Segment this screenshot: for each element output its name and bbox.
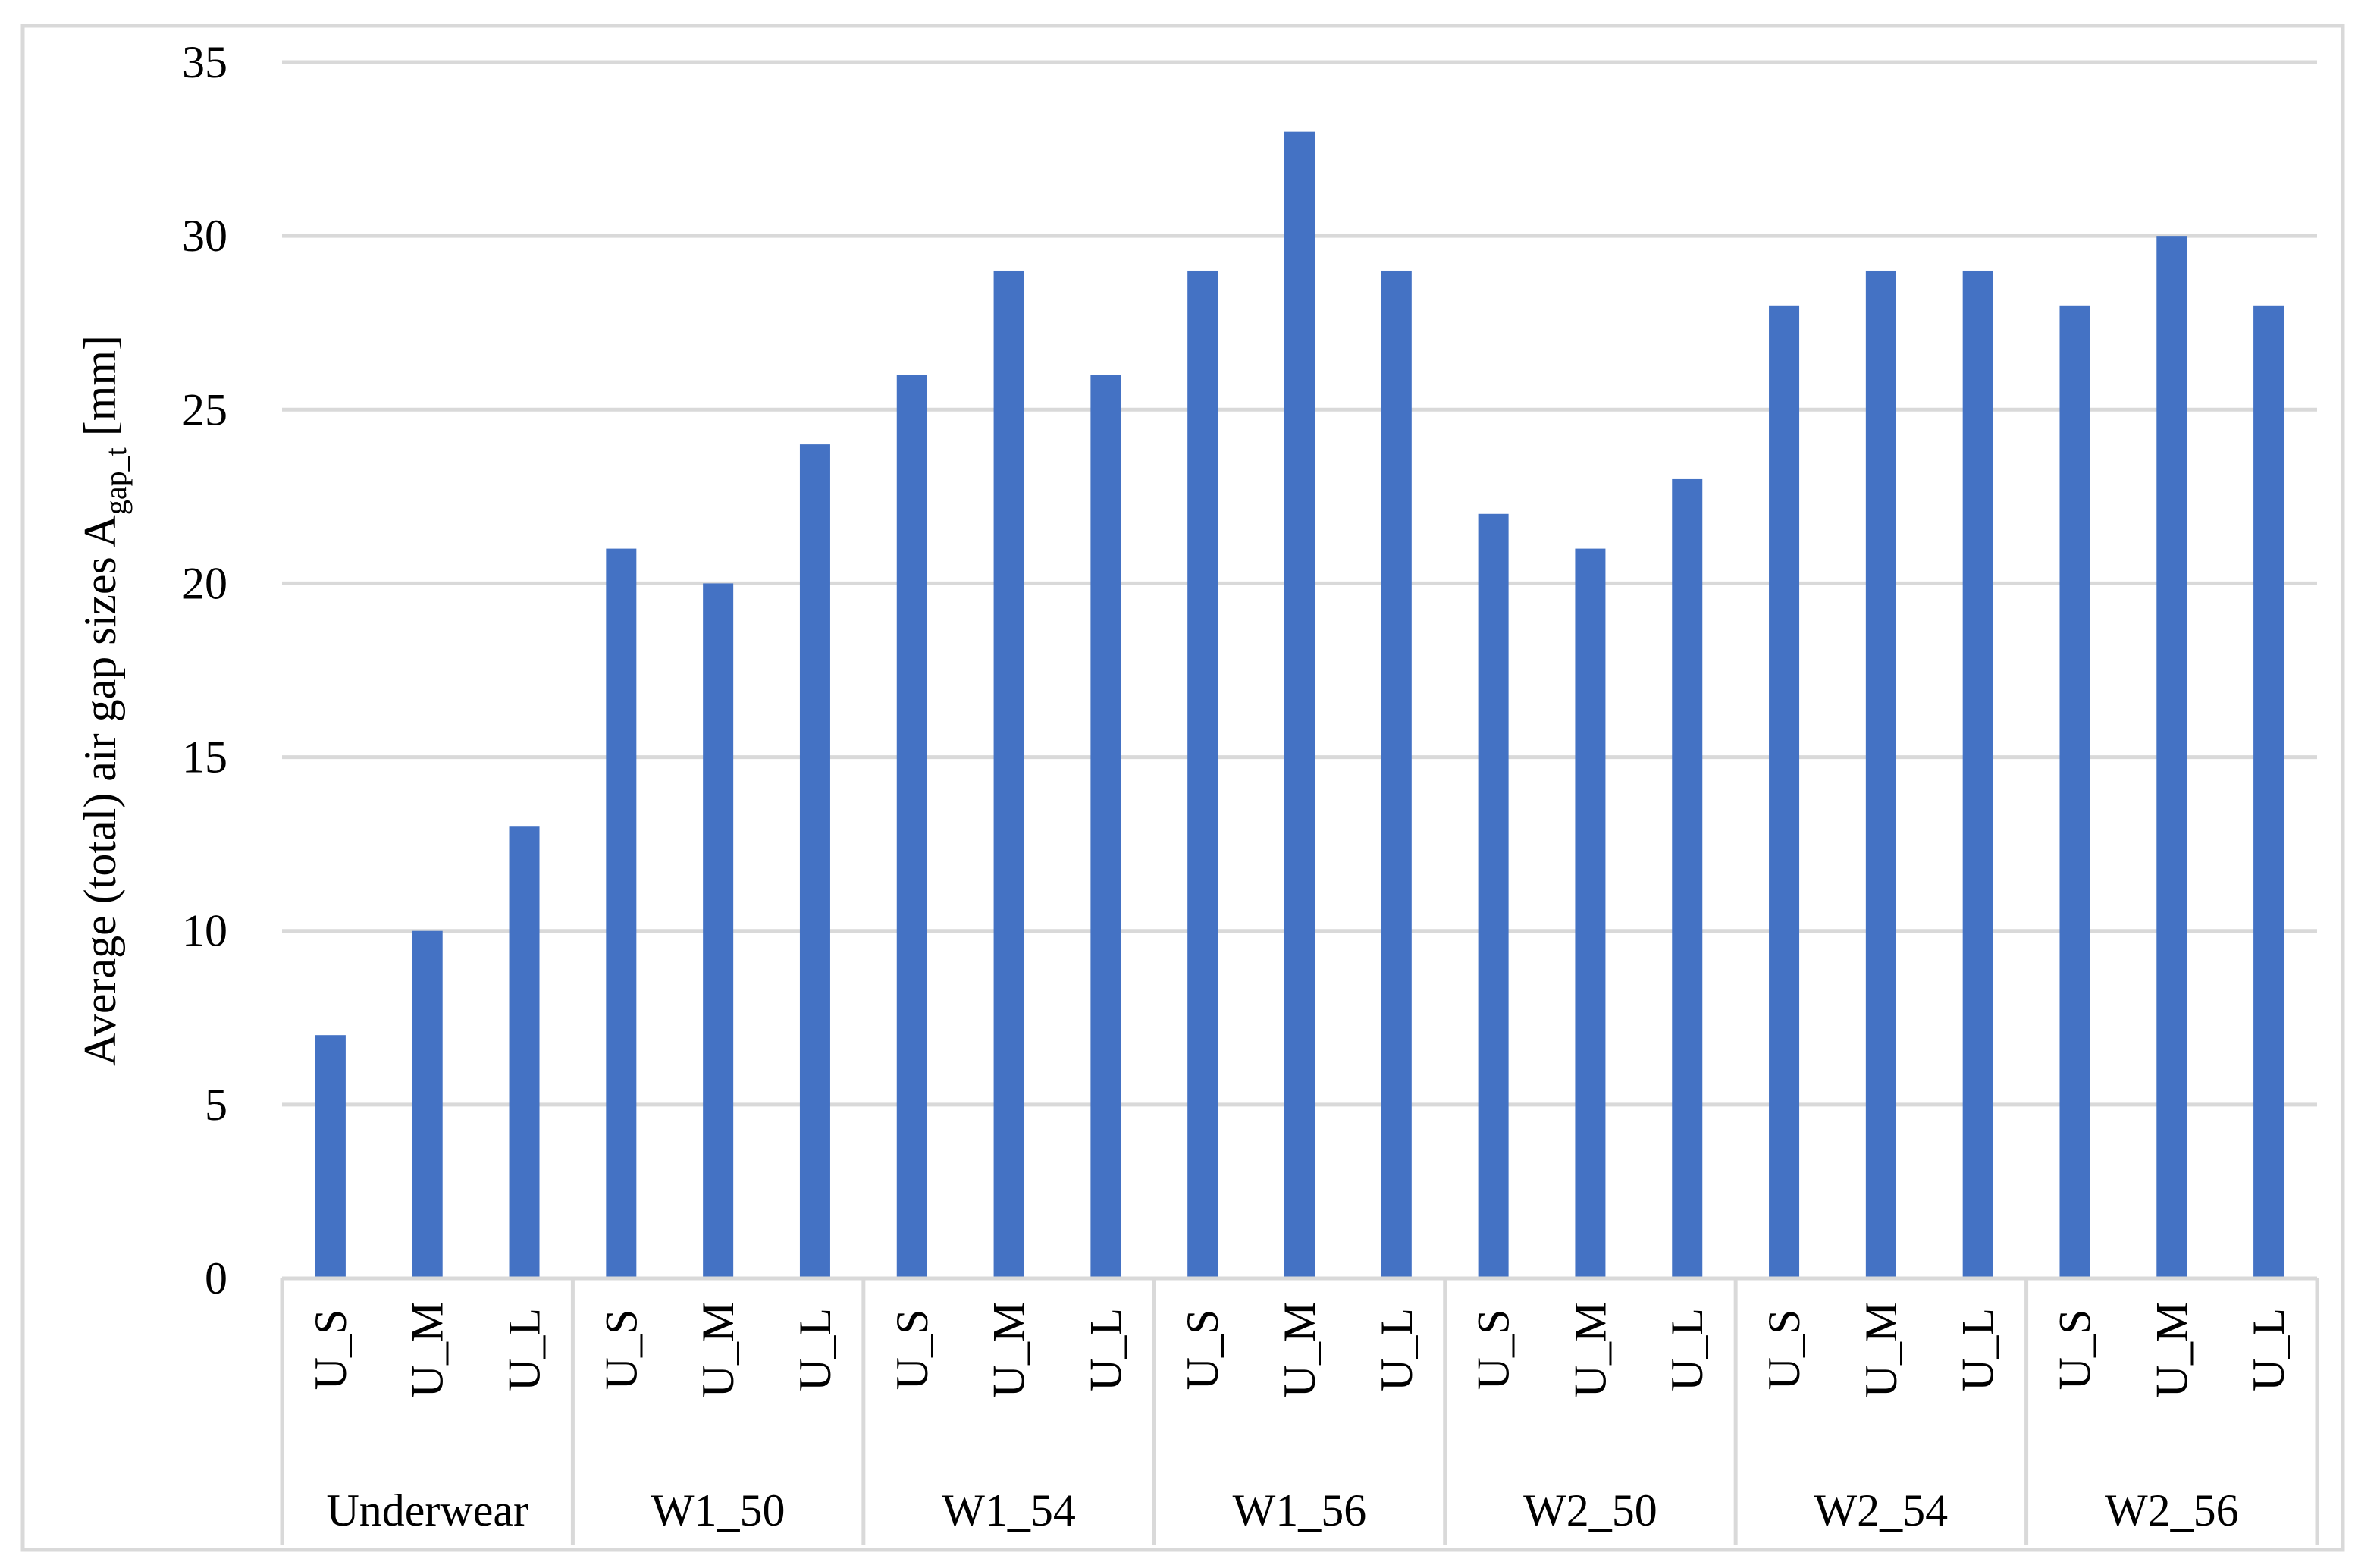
x-tick-label: U_S <box>1469 1309 1519 1391</box>
bar <box>509 826 540 1278</box>
bar <box>1381 270 1412 1278</box>
bars <box>315 131 2284 1279</box>
x-group-label: W1_54 <box>942 1485 1076 1535</box>
bar <box>1284 131 1315 1279</box>
bar <box>412 930 443 1278</box>
bar <box>606 548 637 1278</box>
bar <box>1962 270 1993 1278</box>
bar <box>1575 548 1606 1278</box>
x-tick-label: U_M <box>693 1302 743 1398</box>
y-tick-label: 20 <box>182 558 227 608</box>
x-tick-label: U_S <box>887 1309 937 1391</box>
x-group-label: W2_56 <box>2105 1485 2239 1535</box>
x-tick-label: U_L <box>1953 1308 2003 1391</box>
y-axis-title-unit: [mm] <box>75 335 125 447</box>
x-tick-label: U_S <box>2049 1309 2099 1391</box>
x-tick-label: U_S <box>1178 1309 1228 1391</box>
x-group-label: W2_50 <box>1523 1485 1657 1535</box>
x-tick-label: U_M <box>1565 1302 1615 1398</box>
x-tick-label: U_L <box>2244 1308 2294 1391</box>
bar <box>1672 478 1703 1278</box>
x-tick-label: U_L <box>500 1308 550 1391</box>
bar <box>1090 375 1121 1278</box>
x-tick-label: U_M <box>984 1302 1034 1398</box>
y-axis-title-main: Average (total) air gap sizes A <box>75 515 125 1066</box>
y-tick-label: 10 <box>182 906 227 956</box>
y-tick-label: 0 <box>205 1253 227 1303</box>
x-tick-label: U_S <box>596 1309 646 1391</box>
x-group-label: W1_56 <box>1233 1485 1367 1535</box>
bar <box>799 444 830 1278</box>
chart-border <box>20 24 2345 1552</box>
x-tick-label: U_L <box>1080 1308 1130 1391</box>
bar <box>1478 513 1509 1278</box>
x-axis: U_S U_M U_L U_S U_M U_L U_S U_M U_L U_S U_M U_L U_S U… <box>280 1276 2319 1545</box>
x-tick-label: U_M <box>403 1302 453 1398</box>
y-tick-label: 30 <box>182 211 227 261</box>
x-tick-label: U_L <box>790 1308 840 1391</box>
x-tick-label: U_L <box>1372 1308 1422 1391</box>
bar <box>703 583 734 1278</box>
bar <box>2156 236 2187 1279</box>
x-tick-label: U_M <box>1856 1302 1906 1398</box>
bar <box>1769 305 1800 1278</box>
y-axis-title: Average (total) air gap sizes Agap_t [mm… <box>75 335 133 1066</box>
x-tick-label: U_M <box>2146 1302 2197 1398</box>
bar <box>1187 270 1218 1278</box>
x-tick-label: U_S <box>1759 1309 1809 1391</box>
bar <box>315 1035 346 1278</box>
bar <box>896 375 927 1278</box>
y-tick-label: 25 <box>182 384 227 434</box>
y-axis-ticks: 0 5 10 15 20 25 30 35 <box>182 37 227 1303</box>
y-tick-label: 5 <box>205 1080 227 1130</box>
y-tick-label: 35 <box>182 37 227 87</box>
bar <box>993 270 1024 1278</box>
y-axis-title-subscript: gap_t <box>99 447 133 515</box>
x-group-label: W2_54 <box>1814 1485 1949 1535</box>
x-tick-label: U_M <box>1275 1302 1325 1398</box>
bar <box>1865 270 1896 1278</box>
bar <box>2253 305 2284 1278</box>
x-tick-label: U_L <box>1662 1308 1712 1391</box>
x-group-label: W1_50 <box>651 1485 786 1535</box>
x-tick-label: U_S <box>306 1309 356 1391</box>
x-group-label: Underwear <box>326 1485 528 1535</box>
bar <box>2059 305 2090 1278</box>
y-tick-label: 15 <box>182 732 227 782</box>
